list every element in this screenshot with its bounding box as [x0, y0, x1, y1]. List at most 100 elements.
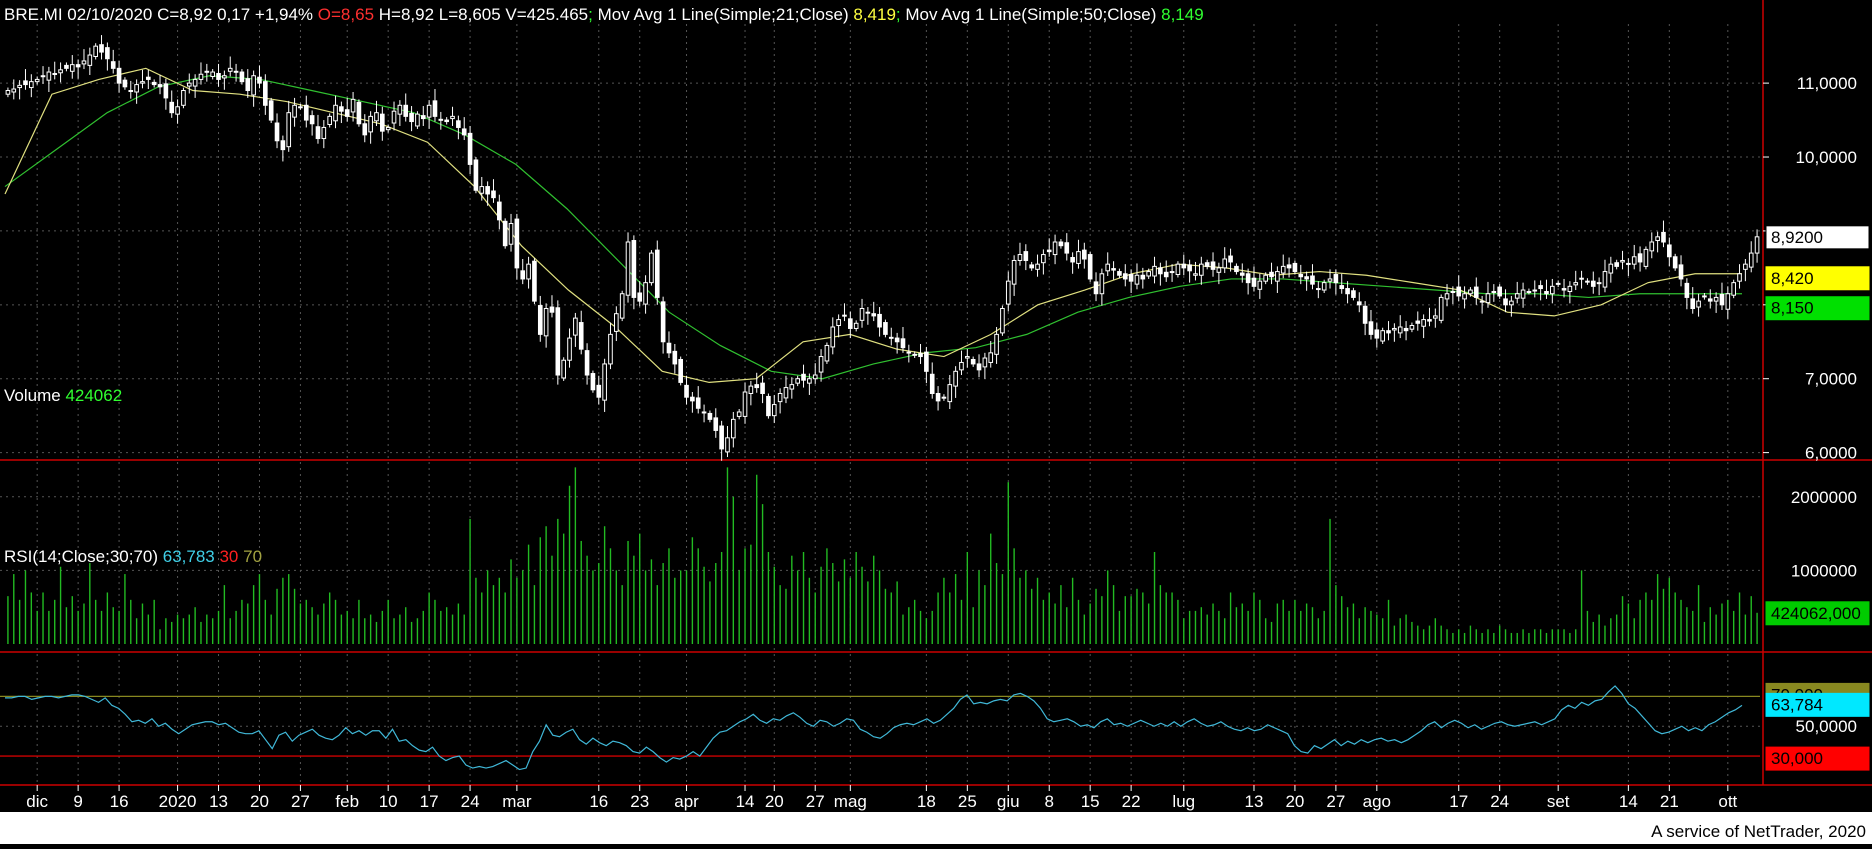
- ma21-badge: 8,420: [1765, 266, 1870, 291]
- candle-body: [976, 363, 982, 371]
- candle-body: [1023, 251, 1029, 261]
- candle-body: [5, 90, 11, 95]
- candle-body: [1719, 293, 1725, 306]
- candle-body: [1392, 327, 1397, 331]
- candle-body: [1175, 263, 1181, 276]
- candle-body: [87, 54, 93, 66]
- candle-body: [590, 373, 596, 391]
- candle-body: [1017, 254, 1023, 261]
- candle-body: [830, 326, 836, 348]
- candle-body: [1672, 256, 1678, 269]
- date-tick-label: 14: [736, 792, 755, 811]
- candle-body: [309, 115, 315, 125]
- candle-body: [1637, 253, 1643, 263]
- candle-body: [1304, 276, 1309, 280]
- candle-body: [1550, 285, 1555, 295]
- candle-body: [1046, 249, 1052, 253]
- candle-body: [1380, 330, 1385, 342]
- candle-body: [1684, 282, 1690, 298]
- candle-body: [1368, 321, 1374, 335]
- candle-body: [110, 61, 116, 69]
- price-tick-label: 10,0000: [1796, 148, 1857, 167]
- candle-body: [1163, 271, 1169, 278]
- candle-body: [1117, 271, 1122, 276]
- candle-body: [1070, 257, 1075, 263]
- candle-body: [619, 293, 625, 319]
- candle-body: [1210, 261, 1216, 270]
- rsi-value-badge-text: 63,784: [1771, 695, 1823, 714]
- candle-body: [970, 358, 976, 365]
- candle-body: [274, 122, 280, 142]
- candle-body: [1421, 319, 1426, 327]
- volume-bars: [7, 467, 1758, 644]
- candle-body: [333, 104, 338, 122]
- candle-body: [894, 337, 900, 343]
- candle-body: [268, 100, 274, 121]
- ma50-label: Mov Avg 1 Line(Simple;50;Close): [905, 5, 1156, 24]
- candle-body: [1222, 258, 1228, 269]
- candle-body: [485, 186, 490, 195]
- candle-body: [1748, 252, 1754, 268]
- candle-body: [298, 106, 303, 109]
- candle-body: [818, 356, 824, 373]
- date-tick-label: 20: [765, 792, 784, 811]
- candle-body: [146, 76, 151, 80]
- ma21-badge-box: [1765, 266, 1870, 291]
- date-tick-label: 20: [250, 792, 269, 811]
- candle-body: [1444, 293, 1450, 300]
- candle-body: [1041, 254, 1046, 264]
- date-tick-label: apr: [674, 792, 699, 811]
- candle-body: [1655, 236, 1660, 242]
- candle-body: [859, 308, 865, 321]
- candle-body: [731, 418, 736, 439]
- footer-strip: [0, 812, 1872, 844]
- date-tick-label: 8: [1044, 792, 1053, 811]
- candle-body: [1345, 288, 1350, 295]
- candle-body: [1263, 274, 1268, 282]
- candle-body: [1187, 264, 1192, 272]
- candle-body: [742, 391, 748, 417]
- candle-body: [1082, 249, 1087, 260]
- candle-body: [1257, 280, 1263, 290]
- candle-body: [532, 260, 537, 302]
- candle-body: [777, 392, 783, 403]
- last-price-badge-box: [1765, 225, 1870, 250]
- candle-body: [380, 113, 385, 132]
- candle-body: [99, 44, 104, 53]
- candle-body: [766, 395, 771, 417]
- date-tick-label: 2020: [159, 792, 197, 811]
- candle-body: [608, 333, 613, 365]
- candle-body: [1111, 268, 1116, 271]
- candle-body: [1193, 273, 1198, 276]
- candle-body: [988, 352, 994, 363]
- candle-body: [286, 112, 292, 148]
- candle-body: [1403, 327, 1409, 332]
- candle-body: [771, 404, 777, 417]
- ma50-value: 8,149: [1156, 5, 1203, 24]
- rsi-low-badge-text: 30,000: [1771, 749, 1823, 768]
- candle-body: [450, 115, 455, 120]
- last-price-badge: 8,9200: [1765, 225, 1870, 250]
- candle-body: [1251, 277, 1257, 287]
- date-tick-label: giu: [997, 792, 1020, 811]
- candle-body: [1707, 298, 1713, 302]
- candle-body: [175, 106, 180, 115]
- candle-body: [116, 67, 122, 84]
- candle-body: [128, 90, 134, 93]
- candle-body: [1485, 293, 1491, 304]
- candle-body: [233, 70, 239, 73]
- candle-body: [1181, 263, 1187, 269]
- candle-body: [719, 425, 724, 450]
- candle-body: [1696, 300, 1701, 308]
- candle-body: [637, 292, 643, 302]
- header-sep-2: ;: [896, 5, 905, 24]
- date-tick-label: 22: [1122, 792, 1141, 811]
- candle-body: [795, 378, 800, 384]
- candle-body: [1158, 267, 1163, 275]
- grid-lines: [0, 24, 1763, 785]
- candle-body: [1468, 289, 1473, 295]
- candle-body: [391, 110, 397, 124]
- candle-body: [368, 115, 373, 133]
- candle-body: [672, 350, 678, 365]
- candle-body: [280, 140, 286, 151]
